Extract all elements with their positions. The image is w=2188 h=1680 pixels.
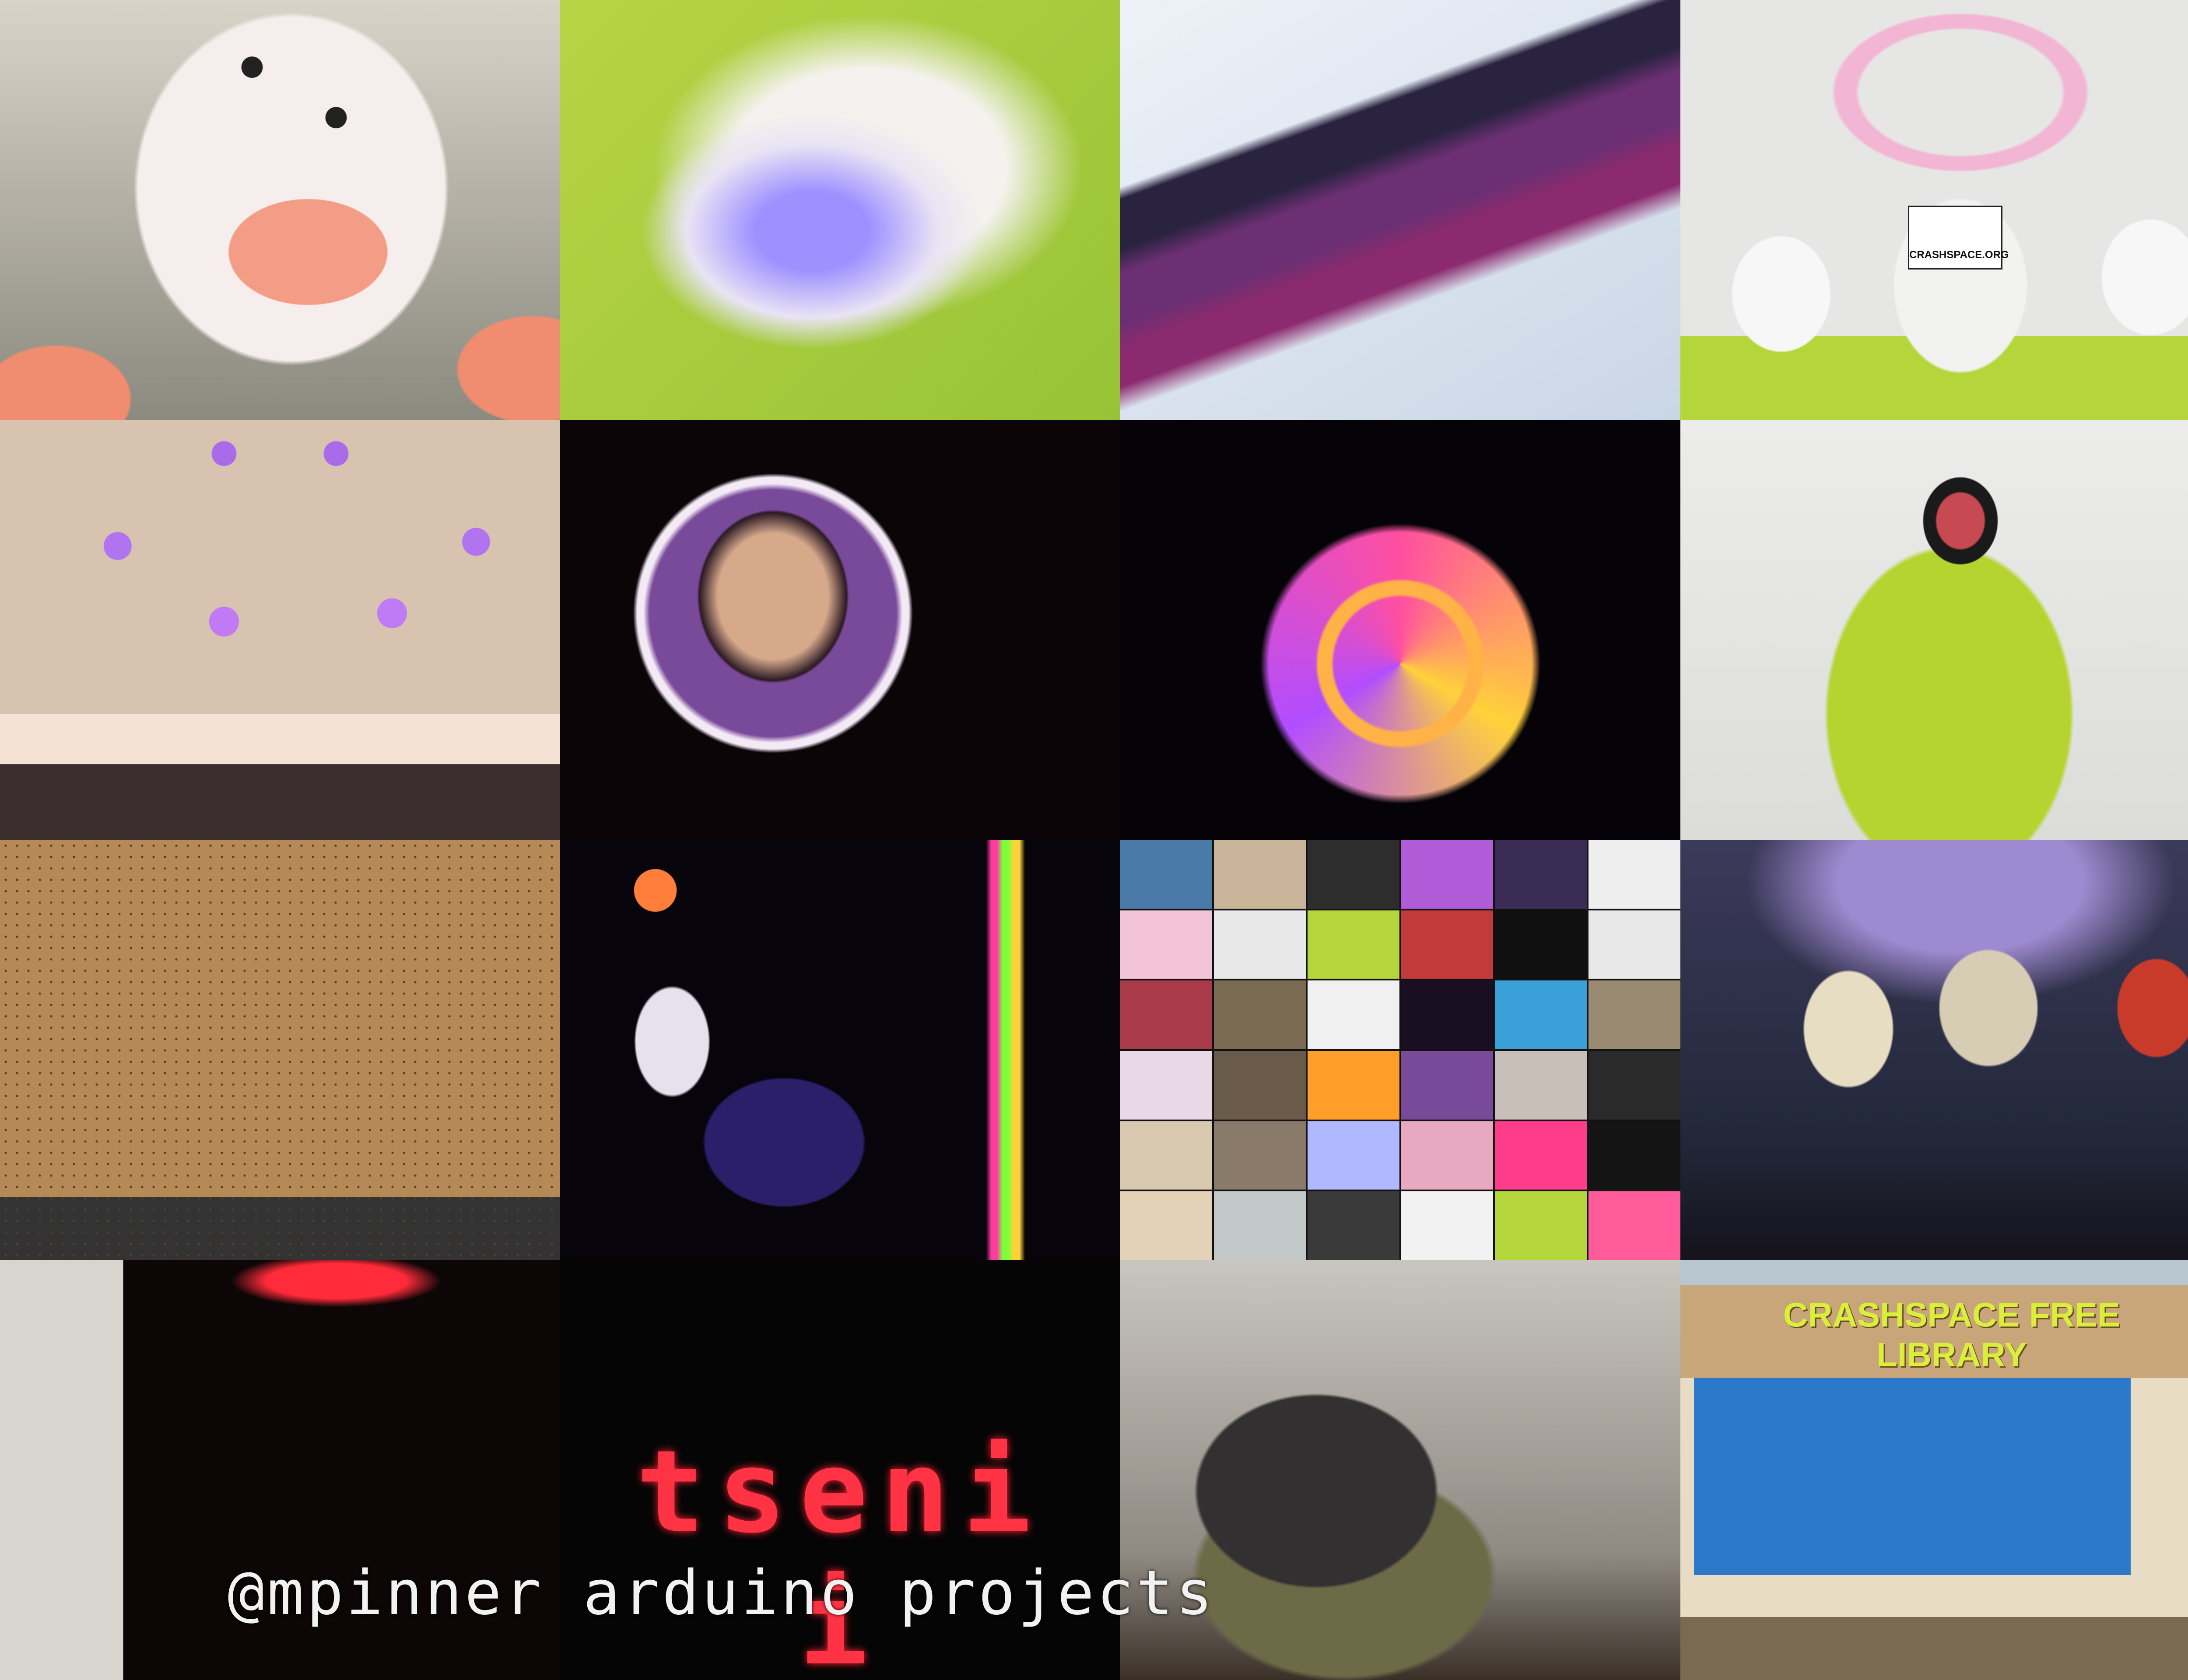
mini-thumbnail [1214,840,1306,909]
mini-thumbnail [1120,1121,1212,1190]
mini-thumbnail [1214,1051,1306,1120]
mini-thumbnail [1214,910,1306,979]
mini-thumbnail [1120,910,1212,979]
mini-thumbnail [1214,980,1306,1049]
mini-thumbnail [1495,1051,1587,1120]
mini-thumbnail [1495,1121,1587,1190]
mini-thumbnail [1588,1191,1680,1260]
led-text-photo: tseni i [560,1260,1120,1680]
collage-caption: @mpinner arduino projects [228,1558,1216,1629]
led-display-text: tseni i [636,1426,1045,1680]
mini-thumbnail [1401,1051,1493,1120]
mini-thumbnail [1495,980,1587,1049]
mini-thumbnail [1588,1051,1680,1120]
mini-thumbnail [1401,840,1493,909]
led-mask-hoodie-photo [1680,420,2188,840]
mini-thumbnail [1120,840,1212,909]
mini-thumbnail [1214,1121,1306,1190]
woven-fabric-photo [1120,0,1680,420]
mini-thumbnail [1401,980,1493,1049]
light-painting-photo [1120,420,1680,840]
mini-thumbnail [1308,840,1399,909]
red-led-spinner-photo [0,1260,560,1680]
mini-thumbnail [1308,1121,1399,1190]
mini-thumbnail [1588,840,1680,909]
mini-thumbnail [1308,1191,1399,1260]
library-sign: CRASHSPACE FREE LIBRARY [1783,1295,2120,1374]
led-game-board-photo [0,420,560,840]
unicorn-horn-photo [1120,1260,1680,1680]
mini-thumbnail [1120,980,1212,1049]
mini-thumbnail [1308,980,1399,1049]
infinity-mirror-photo [560,420,1120,840]
mini-thumbnail [1308,910,1399,979]
mini-thumbnail [1588,980,1680,1049]
mini-thumbnail [1495,840,1587,909]
mini-thumbnail [1120,1051,1212,1120]
mini-thumbnail [1120,1191,1212,1260]
mini-thumbnail [1588,1121,1680,1190]
plush-duck-photo [0,0,560,420]
cat-ear-headphones-photo: CRASHSPACE.ORG [1680,0,2188,420]
crashspace-sticker: CRASHSPACE.ORG [1908,206,2009,270]
mini-thumbnail [1588,910,1680,979]
mini-thumbnail [1495,1191,1587,1260]
mini-thumbnail [1401,1121,1493,1190]
mini-collage [1120,840,1680,1260]
mini-thumbnail [1401,910,1493,979]
free-library-photo: CRASHSPACE FREE LIBRARY [1680,1260,2188,1680]
mini-thumbnail [1401,1191,1493,1260]
mini-thumbnail [1495,910,1587,979]
mini-thumbnail [1308,1051,1399,1120]
glow-party-photo [560,840,1120,1260]
band-performance-photo [1680,840,2188,1260]
pegboard-circuits-photo [0,840,560,1260]
mini-thumbnail [1214,1191,1306,1260]
glowing-fur-photo [560,0,1120,420]
